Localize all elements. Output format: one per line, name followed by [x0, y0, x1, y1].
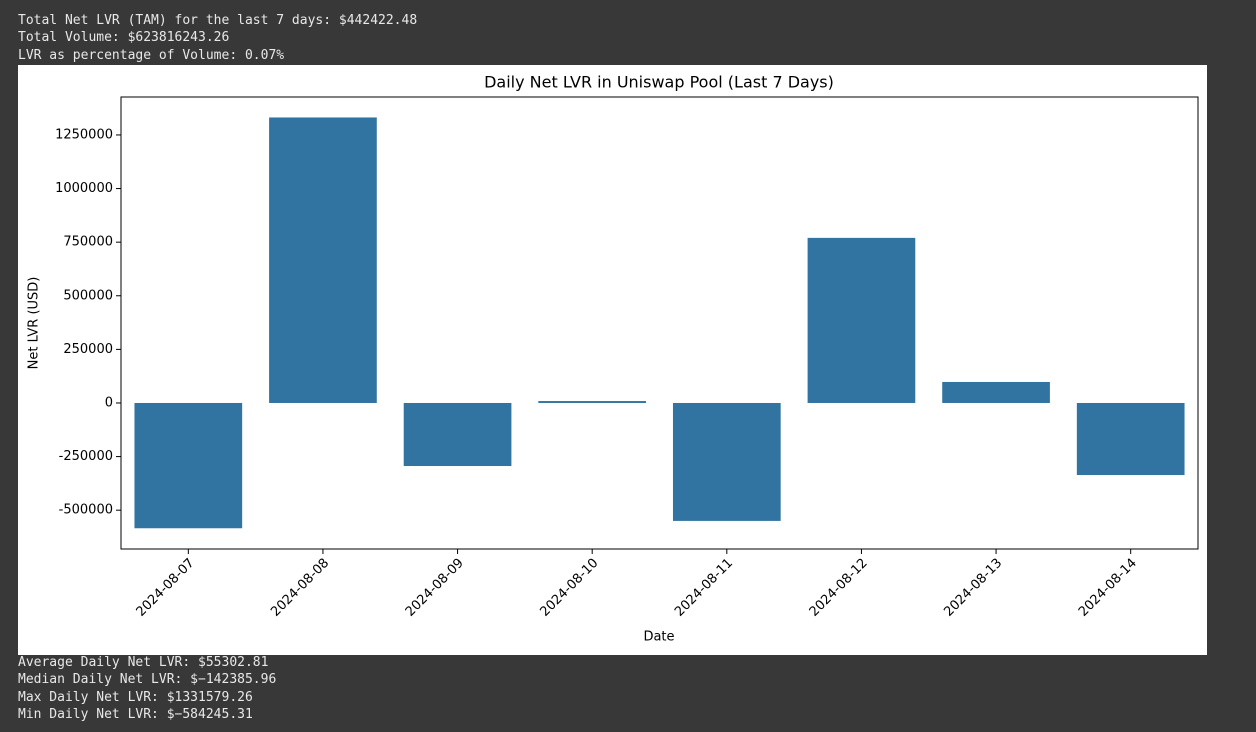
output-line: Average Daily Net LVR: $55302.81	[18, 655, 269, 670]
bar	[269, 117, 377, 403]
y-tick-label: 250000	[63, 342, 113, 357]
bar	[134, 402, 243, 529]
x-axis-label: Date	[643, 630, 674, 645]
output-line: Median Daily Net LVR: $−142385.96	[18, 672, 277, 688]
output-line: Min Daily Net LVR: $−584245.31	[18, 706, 253, 722]
y-tick-label: 1250000	[55, 127, 113, 142]
bar	[942, 381, 1050, 403]
output-line: Total Net LVR (TAM) for the last 7 days:…	[18, 13, 418, 28]
output-line: LVR as percentage of Volume: 0.07%	[18, 47, 285, 63]
y-axis-label: Net LVR (USD)	[27, 277, 42, 370]
bar	[672, 402, 781, 521]
y-tick-label: 0	[105, 395, 113, 410]
output-line: Total Volume: $623816243.26	[18, 30, 230, 46]
output-line: Max Daily Net LVR: $1331579.26	[18, 689, 253, 705]
bar	[807, 237, 916, 403]
y-tick-label: 500000	[63, 288, 113, 303]
y-tick-label: -250000	[59, 449, 113, 464]
bar	[538, 401, 647, 403]
figure-background	[18, 65, 1207, 655]
bar	[403, 402, 512, 467]
y-tick-label: 750000	[63, 235, 113, 250]
y-tick-label: 1000000	[55, 181, 113, 196]
chart-title: Daily Net LVR in Uniswap Pool (Last 7 Da…	[484, 73, 834, 92]
bar	[1076, 402, 1185, 476]
text-output: Average Daily Net LVR: $55302.81 Median D…	[18, 654, 276, 723]
y-tick-label: -500000	[59, 503, 113, 518]
plot-frame	[120, 96, 1199, 550]
text-output: Total Net LVR (TAM) for the last 7 days:…	[18, 12, 417, 64]
